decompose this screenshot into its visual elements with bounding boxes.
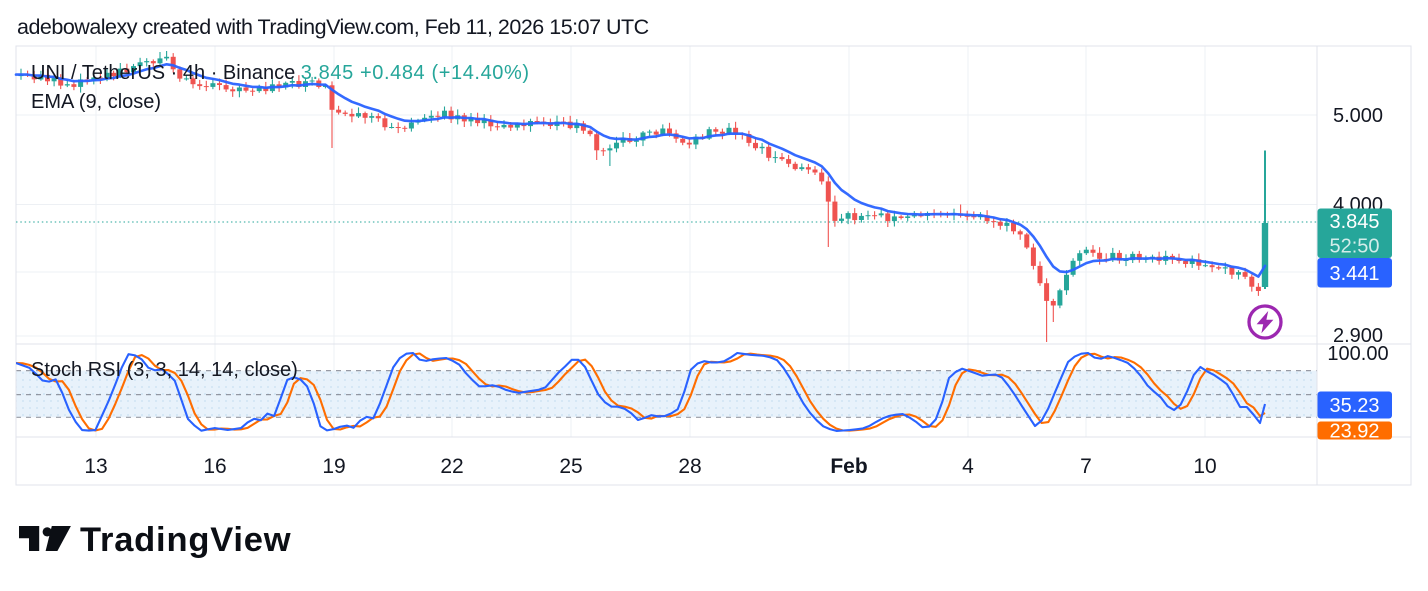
svg-text:52:50: 52:50: [1329, 236, 1379, 258]
svg-text:22: 22: [440, 455, 463, 478]
svg-text:28: 28: [678, 455, 701, 478]
svg-text:5.000: 5.000: [1333, 105, 1383, 127]
svg-text:23.92: 23.92: [1329, 421, 1379, 443]
svg-text:Feb: Feb: [830, 455, 867, 478]
svg-text:13: 13: [84, 455, 107, 478]
svg-text:adebowalexy created with Tradi: adebowalexy created with TradingView.com…: [17, 15, 649, 39]
svg-text:3.441: 3.441: [1329, 263, 1379, 285]
svg-text:EMA (9, close): EMA (9, close): [31, 91, 161, 113]
svg-text:25: 25: [559, 455, 582, 478]
svg-text:2.900: 2.900: [1333, 325, 1383, 347]
svg-text:35.23: 35.23: [1329, 395, 1379, 417]
svg-text:Stoch RSI (3, 3, 14, 14, close: Stoch RSI (3, 3, 14, 14, close): [31, 359, 298, 381]
svg-text:UNI / TetherUS · 4h · Binance: UNI / TetherUS · 4h · Binance 3.845 +0.4…: [31, 62, 530, 84]
svg-text:4: 4: [962, 455, 974, 478]
svg-text:3.845: 3.845: [1329, 211, 1379, 233]
svg-text:16: 16: [203, 455, 226, 478]
svg-text:7: 7: [1080, 455, 1092, 478]
svg-text:TradingView: TradingView: [80, 521, 291, 559]
svg-text:10: 10: [1193, 455, 1216, 478]
svg-text:100.00: 100.00: [1327, 343, 1388, 365]
svg-text:19: 19: [322, 455, 345, 478]
